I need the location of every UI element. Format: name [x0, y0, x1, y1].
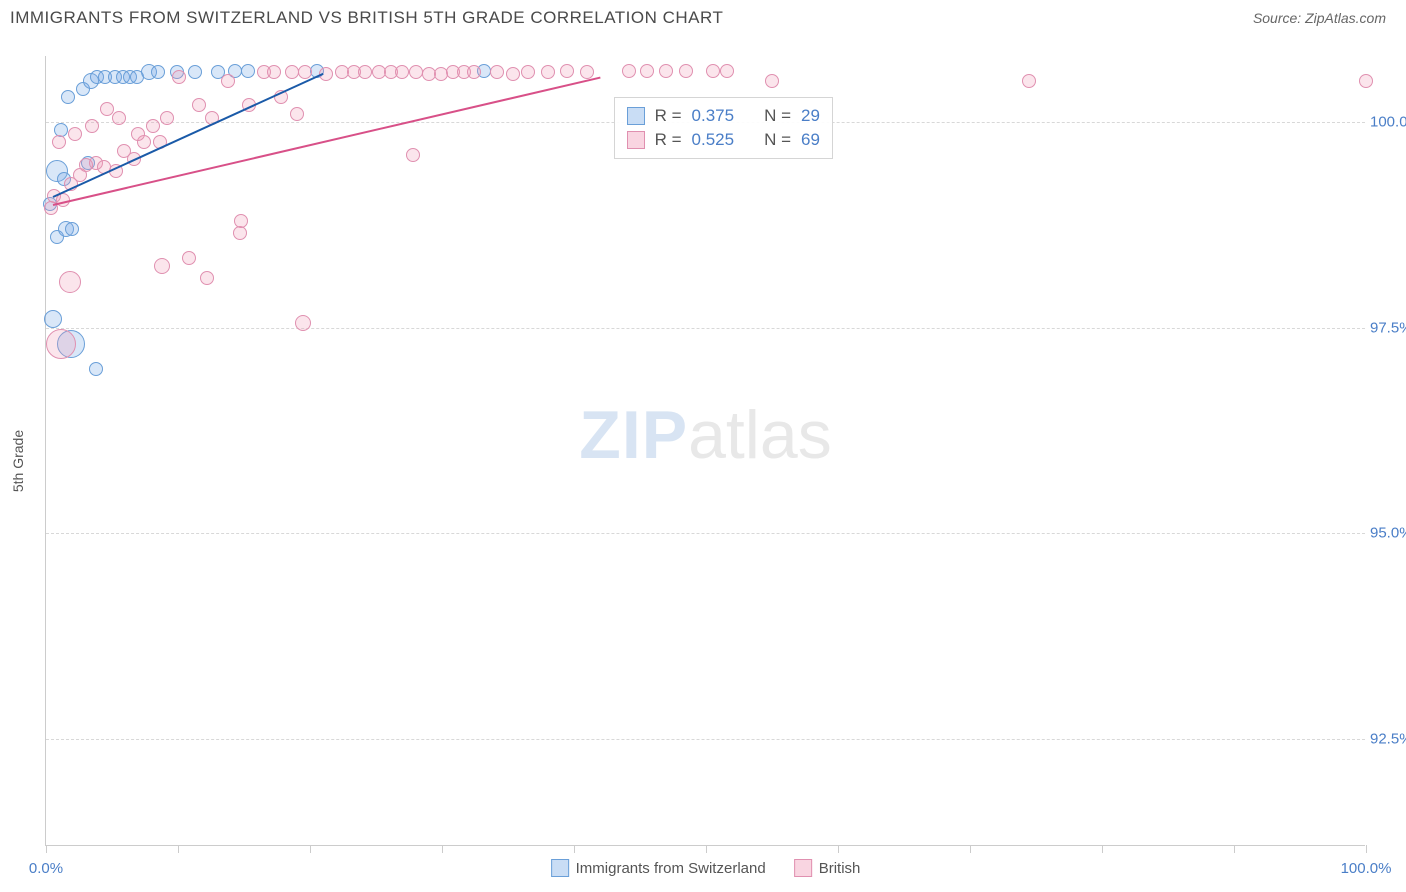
data-bubble — [172, 70, 186, 84]
data-bubble — [290, 107, 304, 121]
xtick — [706, 845, 707, 853]
data-bubble — [146, 119, 160, 133]
xtick — [442, 845, 443, 853]
data-bubble — [151, 65, 165, 79]
xtick — [310, 845, 311, 853]
legend-item: Immigrants from Switzerland — [551, 859, 766, 877]
xtick — [178, 845, 179, 853]
chart-title: IMMIGRANTS FROM SWITZERLAND VS BRITISH 5… — [10, 8, 723, 28]
data-bubble — [221, 74, 235, 88]
data-bubble — [765, 74, 779, 88]
data-bubble — [467, 65, 481, 79]
legend-label: Immigrants from Switzerland — [576, 860, 766, 877]
gridline — [46, 533, 1365, 534]
data-bubble — [706, 64, 720, 78]
data-bubble — [679, 64, 693, 78]
data-bubble — [241, 64, 255, 78]
data-bubble — [89, 362, 103, 376]
legend: Immigrants from Switzerland British — [551, 859, 861, 877]
stats-box: R = 0.375 N = 29 R = 0.525 N = 69 — [614, 97, 833, 159]
data-bubble — [65, 222, 79, 236]
data-bubble — [406, 148, 420, 162]
legend-swatch — [794, 859, 812, 877]
data-bubble — [541, 65, 555, 79]
data-bubble — [521, 65, 535, 79]
xtick-label: 0.0% — [29, 860, 63, 877]
ytick-label: 92.5% — [1370, 731, 1406, 748]
watermark-zip: ZIP — [579, 397, 688, 473]
chart-container: 5th Grade ZIPatlas 100.0%97.5%95.0%92.5%… — [0, 36, 1406, 886]
xtick — [1234, 845, 1235, 853]
chart-header: IMMIGRANTS FROM SWITZERLAND VS BRITISH 5… — [0, 0, 1406, 36]
gridline — [46, 328, 1365, 329]
data-bubble — [490, 65, 504, 79]
ytick-label: 100.0% — [1370, 113, 1406, 130]
data-bubble — [659, 64, 673, 78]
y-axis-label: 5th Grade — [10, 430, 26, 492]
data-bubble — [506, 67, 520, 81]
trend-line — [52, 73, 323, 198]
xtick — [574, 845, 575, 853]
gridline — [46, 739, 1365, 740]
legend-label: British — [819, 860, 861, 877]
trend-line — [52, 77, 600, 206]
stat-swatch — [627, 131, 645, 149]
data-bubble — [560, 64, 574, 78]
xtick-label: 100.0% — [1341, 860, 1392, 877]
xtick — [838, 845, 839, 853]
data-bubble — [61, 90, 75, 104]
data-bubble — [85, 119, 99, 133]
data-bubble — [46, 329, 76, 359]
data-bubble — [188, 65, 202, 79]
xtick — [1102, 845, 1103, 853]
stats-row: R = 0.525 N = 69 — [627, 128, 820, 152]
legend-swatch — [551, 859, 569, 877]
xtick — [970, 845, 971, 853]
data-bubble — [154, 258, 170, 274]
ytick-label: 95.0% — [1370, 525, 1406, 542]
data-bubble — [233, 226, 247, 240]
watermark: ZIPatlas — [579, 396, 831, 474]
data-bubble — [285, 65, 299, 79]
data-bubble — [192, 98, 206, 112]
data-bubble — [160, 111, 174, 125]
data-bubble — [68, 127, 82, 141]
data-bubble — [182, 251, 196, 265]
stat-n-label: N = — [764, 106, 791, 126]
stat-n-value: 29 — [801, 106, 820, 126]
data-bubble — [131, 127, 145, 141]
stat-n-label: N = — [764, 130, 791, 150]
stat-n-value: 69 — [801, 130, 820, 150]
source-attribution: Source: ZipAtlas.com — [1253, 10, 1386, 26]
data-bubble — [44, 310, 62, 328]
plot-area: ZIPatlas 100.0%97.5%95.0%92.5%0.0%100.0%… — [45, 56, 1365, 846]
stat-r-label: R = — [655, 106, 682, 126]
stat-r-value: 0.525 — [692, 130, 735, 150]
xtick — [46, 845, 47, 853]
legend-item: British — [794, 859, 861, 877]
data-bubble — [1359, 74, 1373, 88]
stat-r-label: R = — [655, 130, 682, 150]
data-bubble — [267, 65, 281, 79]
data-bubble — [409, 65, 423, 79]
data-bubble — [1022, 74, 1036, 88]
ytick-label: 97.5% — [1370, 319, 1406, 336]
data-bubble — [720, 64, 734, 78]
data-bubble — [622, 64, 636, 78]
data-bubble — [358, 65, 372, 79]
data-bubble — [234, 214, 248, 228]
data-bubble — [395, 65, 409, 79]
stat-r-value: 0.375 — [692, 106, 735, 126]
data-bubble — [112, 111, 126, 125]
data-bubble — [59, 271, 81, 293]
data-bubble — [52, 135, 66, 149]
data-bubble — [295, 315, 311, 331]
data-bubble — [640, 64, 654, 78]
xtick — [1366, 845, 1367, 853]
data-bubble — [200, 271, 214, 285]
watermark-atlas: atlas — [688, 397, 832, 473]
stats-row: R = 0.375 N = 29 — [627, 104, 820, 128]
stat-swatch — [627, 107, 645, 125]
data-bubble — [298, 65, 312, 79]
